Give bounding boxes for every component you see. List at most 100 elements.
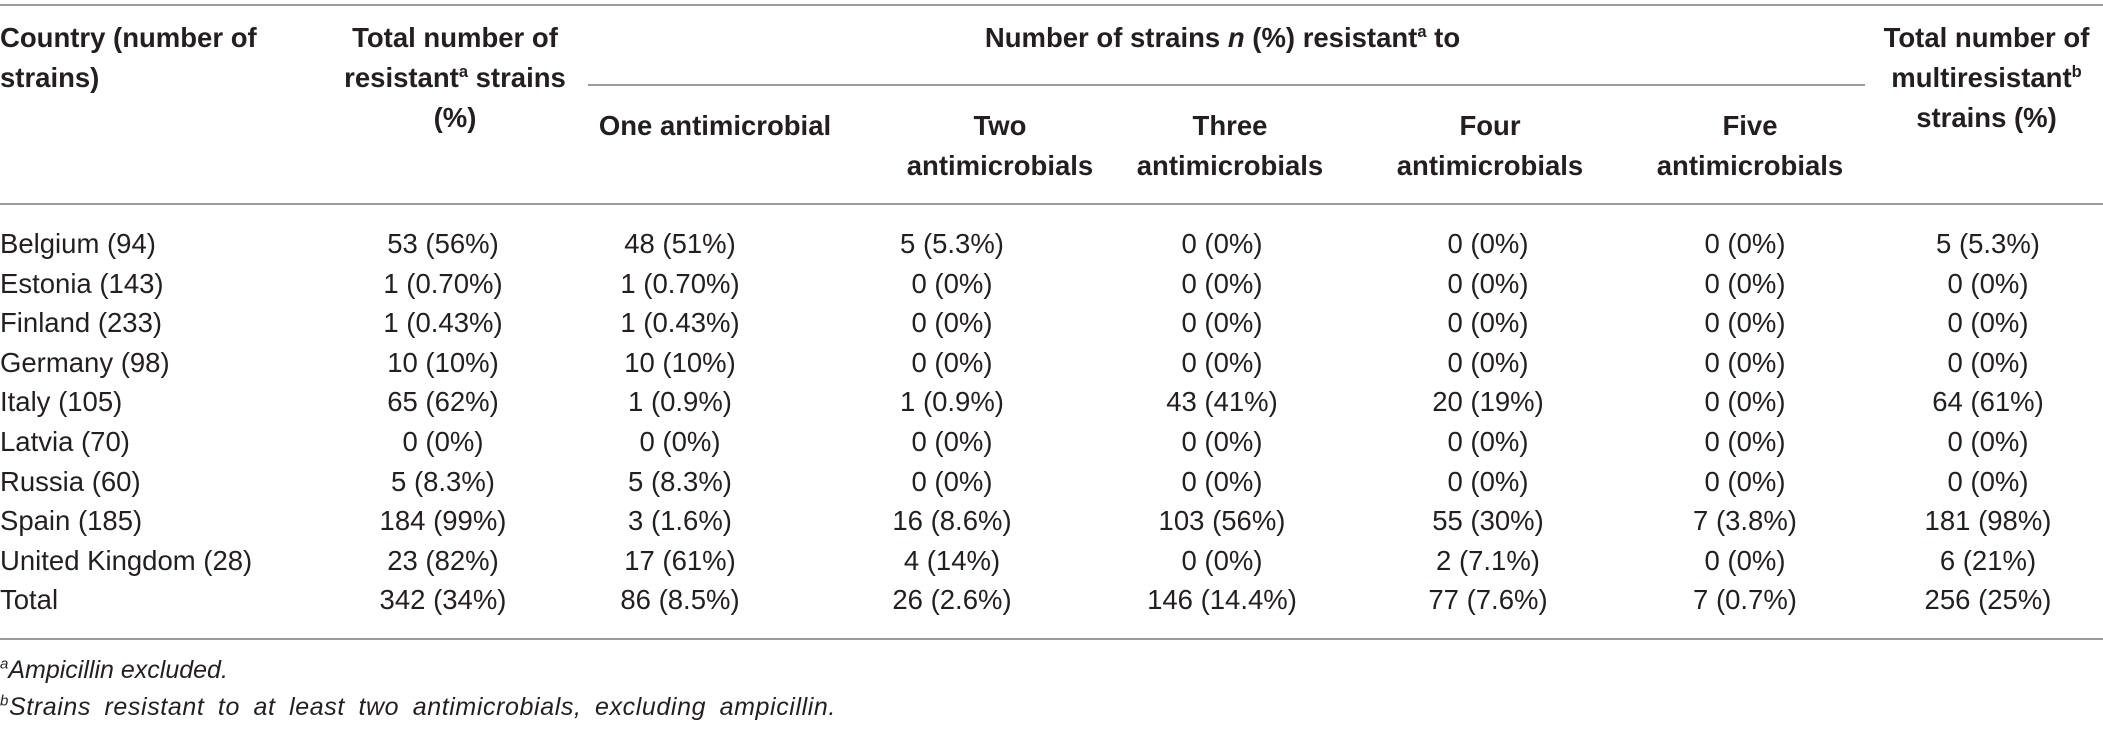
header-two-line2: antimicrobials [906,150,1094,181]
cell-four-antimicrobials: 20 (19%) [1432,386,1544,418]
footnote-b-text: Strains resistant to at least two antimi… [8,693,836,721]
header-two: Two antimicrobials [850,106,1150,186]
header-five-line2: antimicrobials [1656,150,1844,181]
cell-two-antimicrobials: 4 (14%) [903,544,1001,576]
header-three: Three antimicrobials [1100,106,1360,186]
header-four-line2: antimicrobials [1396,150,1584,181]
table-row: Spain (185) 184 (99%) 3 (1.6%) 16 (8.6%) 103… [0,501,2103,541]
footnote-b-mark: b [0,692,9,710]
cell-two-antimicrobials: 0 (0%) [911,346,993,378]
header-multi-line2: multiresistantb [1870,58,2103,98]
cell-total-multiresistant: 0 (0%) [1947,346,2029,378]
table-row: Total 342 (34%) 86 (8.5%) 26 (2.6%) 146 (14.… [0,580,2103,620]
header-total-resistant-line3: (%) [433,102,477,133]
cell-one-antimicrobial: 3 (1.6%) [628,505,732,537]
cell-total-resistant: 53 (56%) [387,228,499,259]
cell-total-multiresistant: 64 (61%) [1932,386,2044,418]
cell-one-antimicrobial: 5 (8.3%) [628,465,732,497]
cell-total-resistant: 342 (34%) [379,584,507,616]
cell-total-multiresistant: 256 (25%) [1924,584,2052,616]
footnote-marker-b: b [2071,62,2082,81]
table-bottom-rule [0,638,2103,640]
cell-four-antimicrobials: 0 (0%) [1447,346,1529,378]
header-group-n: n [1227,22,1245,53]
cell-four-antimicrobials: 0 (0%) [1447,465,1529,497]
cell-one-antimicrobial: 86 (8.5%) [620,584,740,616]
cell-one-antimicrobial: 48 (51%) [624,228,736,259]
header-total-resistant-line2: resistanta strains [330,58,580,98]
cell-two-antimicrobials: 26 (2.6%) [892,584,1012,616]
cell-five-antimicrobials: 0 (0%) [1704,544,1786,576]
cell-five-antimicrobials: 0 (0%) [1704,228,1786,259]
table-top-rule [0,4,2103,6]
cell-total-multiresistant: 0 (0%) [1947,307,2029,339]
header-five: Five antimicrobials [1620,106,1880,186]
cell-total-resistant: 10 (10%) [387,346,499,378]
cell-total-resistant: 1 (0.43%) [383,307,503,339]
cell-total-multiresistant: 5 (5.3%) [1936,228,2040,259]
cell-one-antimicrobial: 10 (10%) [624,346,736,378]
cell-three-antimicrobials: 0 (0%) [1181,307,1263,339]
cell-four-antimicrobials: 0 (0%) [1447,426,1529,457]
cell-two-antimicrobials: 0 (0%) [911,426,993,457]
footnote-a: aAmpicillin excluded. [0,653,228,687]
cell-total-multiresistant: 181 (98%) [1924,505,2052,537]
header-total-resistant-strains: strains [468,62,566,93]
cell-total-resistant: 0 (0%) [402,426,484,457]
header-group-mid: (%) resistant [1244,22,1418,53]
cell-five-antimicrobials: 0 (0%) [1704,426,1786,457]
header-multi-word: multiresistant [1891,62,2072,93]
table-row: Latvia (70) 0 (0%) 0 (0%) 0 (0%) 0 (0%) 0 (0%… [0,422,2103,462]
cell-two-antimicrobials: 1 (0.9%) [900,386,1004,418]
header-group-title: Number of strains n (%) resistanta to [580,18,1865,58]
cell-country: Belgium (94) [0,228,156,259]
header-country-line1: Country (number of [0,22,257,53]
cell-country: Russia (60) [0,465,141,497]
cell-total-multiresistant: 6 (21%) [1939,544,2037,576]
table-row: Italy (105) 65 (62%) 1 (0.9%) 1 (0.9%) 43 (4… [0,382,2103,422]
cell-four-antimicrobials: 0 (0%) [1447,267,1529,299]
table-row: Belgium (94) 53 (56%) 48 (51%) 5 (5.3%) 0 (0… [0,224,2103,264]
cell-one-antimicrobial: 0 (0%) [639,426,721,457]
cell-country: United Kingdom (28) [0,544,253,576]
header-group-post: to [1426,22,1461,53]
footnote-a-text: Ampicillin excluded. [8,656,228,684]
footnote-a-mark: a [0,655,9,673]
header-multi-line3: strains (%) [1916,102,2057,133]
footnote-marker-a: a [458,62,468,81]
cell-one-antimicrobial: 1 (0.70%) [620,267,740,299]
footnote-marker-a: a [1417,22,1427,41]
cell-two-antimicrobials: 5 (5.3%) [900,228,1004,259]
header-four-line1: Four [1459,110,1521,141]
cell-three-antimicrobials: 0 (0%) [1181,346,1263,378]
cell-four-antimicrobials: 77 (7.6%) [1428,584,1548,616]
cell-four-antimicrobials: 0 (0%) [1447,307,1529,339]
cell-country: Italy (105) [0,386,123,418]
table-row: Finland (233) 1 (0.43%) 1 (0.43%) 0 (0%) 0 (… [0,303,2103,343]
cell-two-antimicrobials: 16 (8.6%) [892,505,1012,537]
table-row: Estonia (143) 1 (0.70%) 1 (0.70%) 0 (0%) 0 (… [0,264,2103,304]
header-total-resistant: Total number of resistanta strains (%) [330,18,580,138]
cell-five-antimicrobials: 7 (3.8%) [1693,505,1797,537]
header-total-resistant-line1: Total number of [352,22,558,53]
cell-three-antimicrobials: 103 (56%) [1158,505,1286,537]
cell-one-antimicrobial: 1 (0.9%) [628,386,732,418]
cell-country: Estonia (143) [0,267,164,299]
header-five-line1: Five [1722,110,1778,141]
header-one: One antimicrobial [580,106,850,146]
cell-four-antimicrobials: 0 (0%) [1447,228,1529,259]
cell-one-antimicrobial: 1 (0.43%) [620,307,740,339]
cell-two-antimicrobials: 0 (0%) [911,307,993,339]
cell-two-antimicrobials: 0 (0%) [911,267,993,299]
header-three-line2: antimicrobials [1136,150,1324,181]
cell-five-antimicrobials: 0 (0%) [1704,267,1786,299]
cell-total-resistant: 65 (62%) [387,386,499,418]
footnote-b: bStrains resistant to at least two antim… [0,690,836,724]
cell-five-antimicrobials: 0 (0%) [1704,307,1786,339]
cell-country: Total [0,584,59,616]
cell-country: Latvia (70) [0,426,130,457]
group-header-rule [588,84,1865,86]
cell-total-resistant: 5 (8.3%) [391,465,495,497]
cell-three-antimicrobials: 0 (0%) [1181,426,1263,457]
